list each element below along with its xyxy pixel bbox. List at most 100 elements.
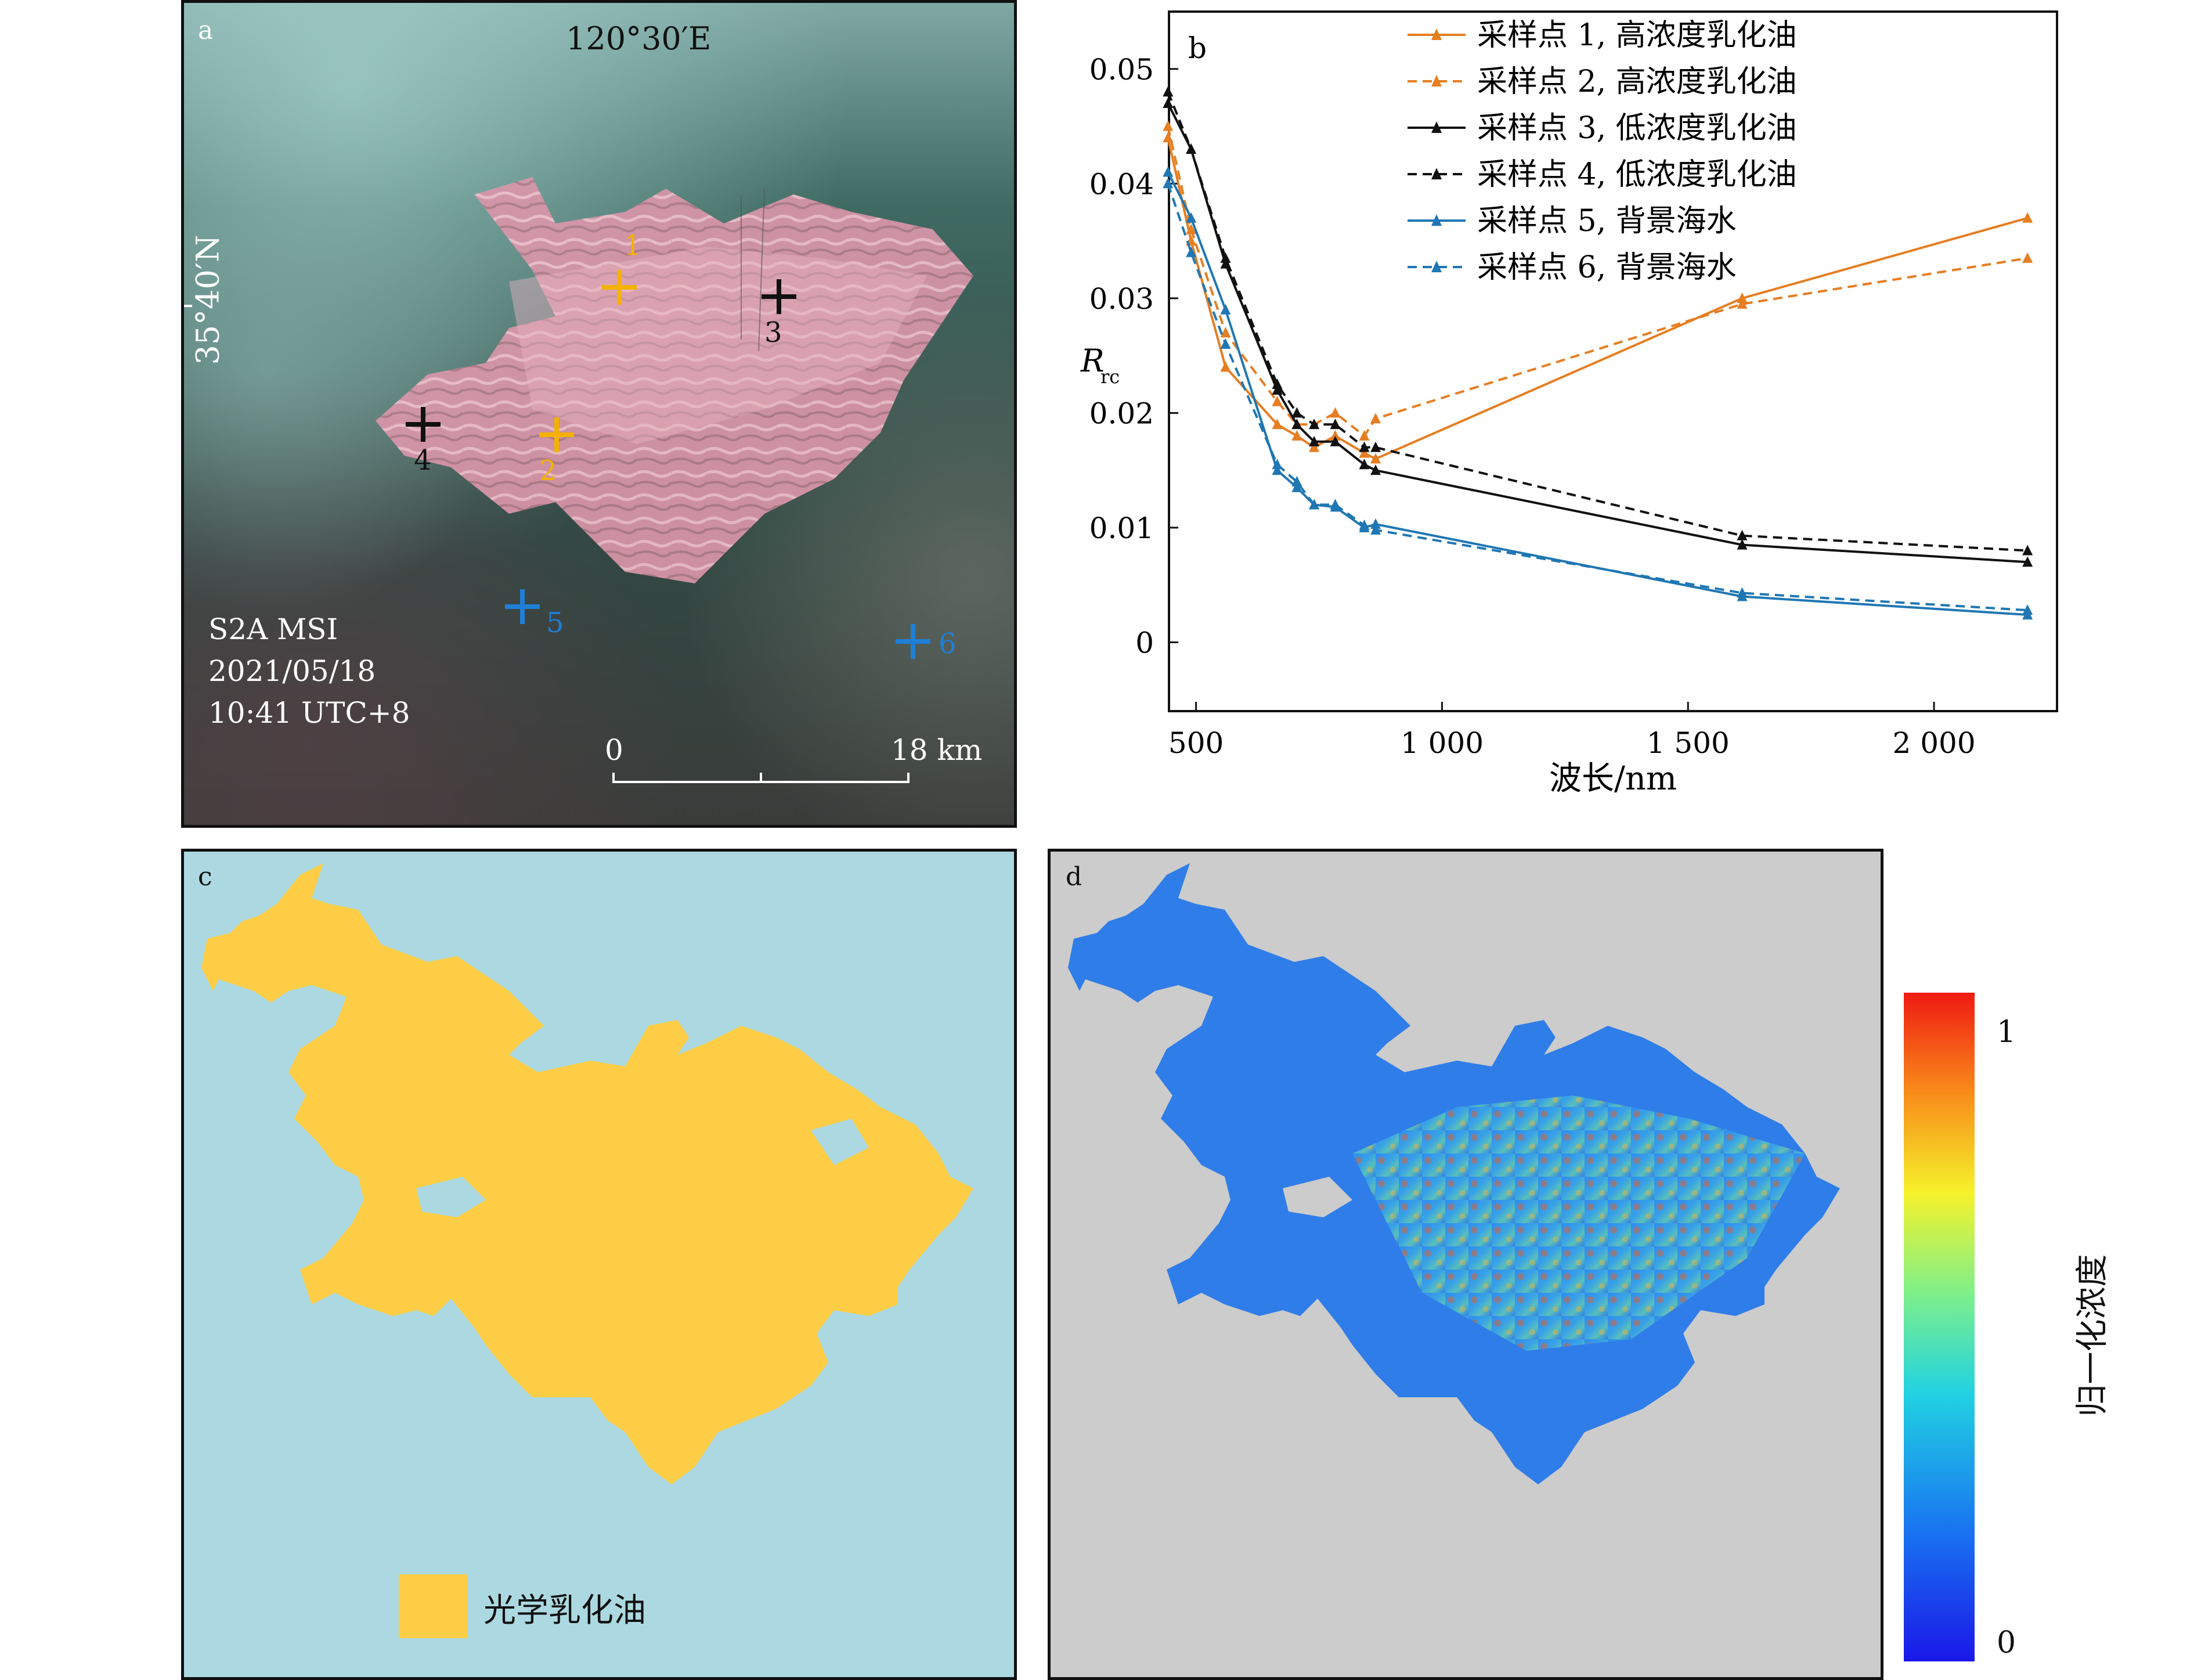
series-5-point bbox=[1370, 518, 1381, 529]
series-2-point bbox=[1737, 298, 1748, 309]
series-2-point bbox=[1186, 223, 1197, 235]
series-1-point bbox=[1163, 132, 1174, 143]
scale-tick-right bbox=[907, 773, 910, 783]
time-label: 10:41 UTC+8 bbox=[208, 696, 410, 730]
colorbar bbox=[1904, 993, 1975, 1661]
series-6-point bbox=[1220, 338, 1231, 349]
series-4-point bbox=[1737, 529, 1748, 540]
oil-mask-shape bbox=[201, 863, 973, 1484]
series-6-point bbox=[1370, 524, 1381, 535]
series-1-point bbox=[1309, 441, 1320, 452]
scale-tick-left bbox=[612, 773, 615, 783]
oil-mask-canvas bbox=[201, 863, 973, 1484]
legend-marker-1 bbox=[1431, 28, 1442, 40]
marker-cross-v bbox=[421, 407, 425, 442]
y-tick-label: 0 bbox=[1135, 626, 1154, 659]
colorbar-title: 归一化浓度 bbox=[2073, 1254, 2112, 1417]
sample-marker-2 bbox=[539, 417, 574, 452]
series-4-point bbox=[1359, 441, 1370, 452]
sample-label-3: 3 bbox=[764, 316, 782, 349]
sample-label-5: 5 bbox=[546, 607, 564, 639]
series-4-point bbox=[1330, 419, 1341, 430]
series-6-point bbox=[1737, 587, 1748, 598]
series-3-point bbox=[1309, 435, 1320, 446]
colorbar-min-label: 0 bbox=[1997, 1625, 2016, 1660]
panel-a-letter: a bbox=[198, 16, 214, 45]
latitude-label: 35°40′N bbox=[189, 235, 226, 365]
x-tick-label: 1 500 bbox=[1647, 726, 1730, 760]
sensor-label: S2A MSI bbox=[208, 612, 338, 646]
sample-marker-5 bbox=[505, 589, 540, 624]
series-4-point bbox=[1291, 407, 1302, 418]
plot-frame bbox=[1168, 10, 2058, 712]
series-3-point bbox=[1291, 419, 1302, 430]
legend-label-1: 采样点 1, 高浓度乳化油 bbox=[1477, 18, 1797, 53]
scale-start-label: 0 bbox=[605, 733, 623, 767]
y-tick-label: 0.05 bbox=[1089, 53, 1154, 86]
marker-cross-v bbox=[911, 624, 915, 659]
sample-label-2: 2 bbox=[539, 455, 557, 487]
colorbar-max-label: 1 bbox=[1997, 1015, 2016, 1050]
series-4-point bbox=[1370, 441, 1381, 452]
series-3-point bbox=[1330, 435, 1341, 446]
panel-b-spectra-chart: 0 0.01 0.02 0.03 0.04 0.05 500 1 000 1 500 2 000 … bbox=[1048, 0, 2194, 828]
series-4-point bbox=[2022, 545, 2033, 556]
series-3-point bbox=[2022, 556, 2033, 567]
panel-d-letter: d bbox=[1066, 862, 1082, 892]
series-1-point bbox=[1272, 419, 1283, 430]
scale-end-label: 18 km bbox=[891, 733, 983, 767]
panel-c-oil-mask: 光学乳化油 c bbox=[181, 849, 1017, 1680]
scale-tick-mid bbox=[760, 773, 762, 783]
x-axis-label: 波长/nm bbox=[1549, 760, 1677, 798]
x-tick-label: 2 000 bbox=[1893, 726, 1976, 760]
legend-marker-6 bbox=[1431, 261, 1442, 272]
date-label: 2021/05/18 bbox=[208, 654, 376, 688]
sample-label-1: 1 bbox=[624, 229, 642, 262]
panel-d-concentration-map: d bbox=[1048, 849, 1883, 1680]
legend-label-5: 采样点 5, 背景海水 bbox=[1477, 204, 1737, 239]
series-1-point bbox=[1291, 430, 1302, 441]
y-axis-label-subscript: rc bbox=[1100, 366, 1120, 388]
series-6-point bbox=[1163, 178, 1174, 189]
series-6-point bbox=[1359, 519, 1370, 530]
series-4-point bbox=[1220, 252, 1231, 263]
series-6-point bbox=[1272, 459, 1283, 470]
marker-cross-v bbox=[777, 279, 781, 314]
y-tick-label: 0.01 bbox=[1089, 511, 1154, 545]
panel-c-letter: c bbox=[198, 862, 212, 892]
series-2-point bbox=[1220, 327, 1231, 338]
series-3-point bbox=[1163, 98, 1174, 109]
longitude-label: 120°30′E bbox=[566, 20, 712, 57]
sample-marker-3 bbox=[762, 279, 796, 314]
series-1-point bbox=[1737, 292, 1748, 303]
series-1-point bbox=[1220, 361, 1231, 372]
series-6-point bbox=[1309, 499, 1320, 510]
sample-label-4: 4 bbox=[414, 444, 432, 477]
series-3-point bbox=[1272, 384, 1283, 395]
legend-label-3: 采样点 3, 低浓度乳化油 bbox=[1477, 111, 1797, 146]
marker-cross-v bbox=[554, 417, 559, 452]
series-6-point bbox=[1291, 475, 1302, 486]
series-2-point bbox=[2022, 252, 2033, 263]
marker-cross-v bbox=[520, 589, 525, 624]
series-5-point bbox=[1163, 166, 1174, 177]
series-2-point bbox=[1370, 413, 1381, 424]
y-tick-label: 0.02 bbox=[1089, 396, 1154, 430]
latitude-tick bbox=[184, 305, 192, 307]
legend-label-4: 采样点 4, 低浓度乳化油 bbox=[1477, 157, 1797, 192]
y-tick-label: 0.03 bbox=[1089, 282, 1154, 316]
series-4-point bbox=[1186, 143, 1197, 154]
concentration-map-canvas bbox=[1068, 863, 1840, 1484]
sample-marker-4 bbox=[406, 407, 441, 442]
series-1-point bbox=[1370, 453, 1381, 464]
oil-legend-label: 光学乳化油 bbox=[483, 1592, 646, 1629]
panel-b-letter: b bbox=[1188, 31, 1207, 65]
y-axis-label-main: R rc bbox=[1080, 343, 1120, 388]
series-2-point bbox=[1272, 395, 1283, 406]
series-6-point bbox=[1330, 499, 1341, 510]
series-3-point bbox=[1737, 539, 1748, 550]
series-2-point bbox=[1359, 430, 1370, 441]
series-6-point bbox=[1186, 246, 1197, 257]
series-4-point bbox=[1163, 86, 1174, 97]
oil-slick-region bbox=[376, 177, 973, 583]
